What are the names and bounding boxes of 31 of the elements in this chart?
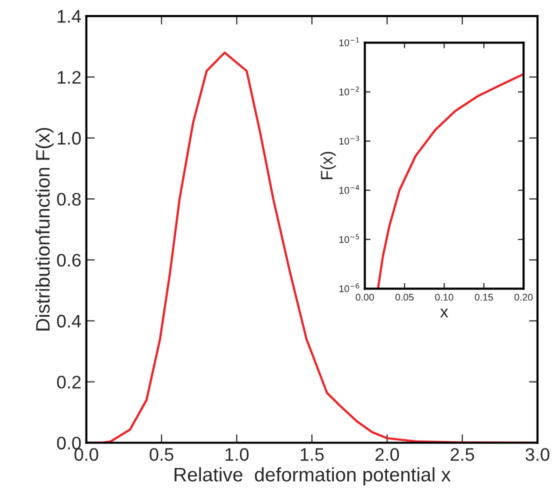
x-tick-label: 1.0 bbox=[226, 448, 249, 461]
x-axis-title: Relative deformation potential x bbox=[174, 467, 451, 486]
y-axis-title: Distributionfunction F(x) bbox=[35, 128, 54, 330]
x-tick-label: 3.0 bbox=[526, 448, 550, 461]
x-tick-label: 0.15 bbox=[474, 294, 493, 301]
x-tick-label: 0.20 bbox=[514, 294, 533, 301]
y-tick-label: 0.8 bbox=[57, 192, 81, 206]
y-tick-label: 10$^{−2}$ bbox=[339, 86, 359, 96]
x-tick-label: 1.5 bbox=[300, 448, 324, 461]
y-tick-label: 1.2 bbox=[58, 70, 81, 84]
y-tick-label: 10$^{−1}$ bbox=[339, 37, 359, 46]
y-tick-label: 10$^{−6}$ bbox=[339, 283, 360, 292]
y-tick-label: 1.0 bbox=[58, 132, 81, 145]
y-tick-label: 10$^{−5}$ bbox=[339, 234, 360, 244]
y-tick-label: 0.6 bbox=[57, 254, 81, 267]
y-tick-label: 0.0 bbox=[57, 436, 81, 450]
y-tick-label: 10$^{−3}$ bbox=[339, 136, 360, 145]
x-tick-label: 0.05 bbox=[395, 294, 414, 301]
x-tick-label: 0.10 bbox=[435, 294, 454, 301]
x-tick-label: 0.00 bbox=[356, 294, 374, 301]
y-tick-label: 1.4 bbox=[58, 10, 81, 23]
x-tick-label: 2.0 bbox=[375, 448, 399, 461]
x-tick-label: 0.0 bbox=[74, 448, 98, 461]
y-tick-label: 10$^{−4}$ bbox=[339, 185, 360, 194]
y-axis-title: F(x) bbox=[320, 152, 336, 180]
x-tick-label: 2.5 bbox=[450, 448, 474, 461]
x-tick-label: 0.5 bbox=[150, 448, 174, 461]
y-tick-label: 0.4 bbox=[57, 314, 81, 328]
x-axis-title: x bbox=[440, 308, 448, 318]
line-series bbox=[376, 72, 524, 289]
y-tick-label: 0.2 bbox=[57, 376, 81, 389]
